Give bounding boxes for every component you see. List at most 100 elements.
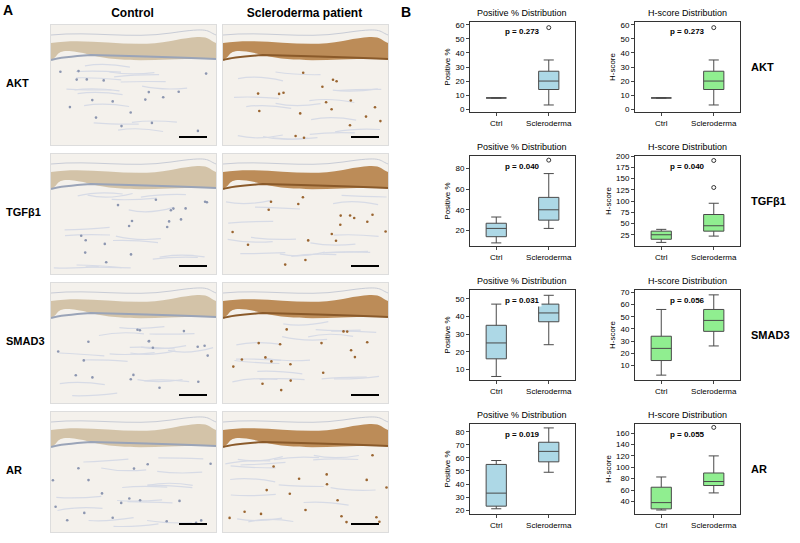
svg-text:40: 40 [620, 325, 629, 334]
svg-text:30: 30 [455, 63, 464, 72]
svg-text:H-score Distribution: H-score Distribution [648, 410, 727, 420]
svg-text:Ctrl: Ctrl [490, 387, 503, 396]
svg-text:H-score: H-score [608, 52, 617, 81]
svg-text:80: 80 [620, 474, 629, 483]
svg-text:TGFβ1: TGFβ1 [751, 195, 786, 207]
svg-text:p = 0.031: p = 0.031 [505, 296, 540, 305]
svg-text:H-score Distribution: H-score Distribution [648, 276, 727, 286]
svg-text:80: 80 [455, 428, 464, 437]
svg-text:Ctrl: Ctrl [490, 253, 503, 262]
svg-text:30: 30 [620, 337, 629, 346]
html-text:Control: Control [111, 6, 154, 20]
svg-text:100: 100 [616, 197, 630, 206]
svg-text:Scleroderma: Scleroderma [526, 119, 572, 128]
svg-text:p = 0.273: p = 0.273 [505, 27, 540, 36]
svg-text:H-score: H-score [604, 454, 613, 483]
svg-text:10: 10 [455, 91, 464, 100]
svg-text:60: 60 [455, 185, 464, 194]
svg-text:Ctrl: Ctrl [490, 521, 503, 530]
svg-text:30: 30 [620, 63, 629, 72]
svg-text:Scleroderma: Scleroderma [691, 253, 737, 262]
svg-text:Positive %: Positive % [443, 316, 452, 353]
svg-text:H-score Distribution: H-score Distribution [648, 142, 727, 152]
svg-text:40: 40 [455, 312, 464, 321]
svg-text:p = 0.040: p = 0.040 [505, 162, 540, 171]
svg-text:0: 0 [625, 105, 630, 114]
svg-text:70: 70 [620, 288, 629, 297]
svg-text:Ctrl: Ctrl [655, 119, 668, 128]
svg-text:Scleroderma: Scleroderma [526, 387, 572, 396]
svg-text:60: 60 [620, 300, 629, 309]
svg-text:40: 40 [455, 49, 464, 58]
svg-text:200: 200 [616, 152, 630, 161]
svg-text:p = 0.019: p = 0.019 [505, 430, 540, 439]
svg-text:10: 10 [620, 361, 629, 370]
svg-text:50: 50 [620, 313, 629, 322]
svg-text:120: 120 [616, 452, 630, 461]
svg-text:50: 50 [620, 35, 629, 44]
svg-text:20: 20 [455, 348, 464, 357]
svg-text:40: 40 [620, 497, 629, 506]
svg-text:SMAD3: SMAD3 [751, 329, 790, 341]
svg-text:20: 20 [455, 506, 464, 515]
svg-text:0: 0 [460, 105, 465, 114]
svg-text:Positive %: Positive % [443, 48, 452, 85]
svg-text:30: 30 [455, 493, 464, 502]
svg-text:H-score: H-score [608, 320, 617, 349]
svg-text:AR: AR [751, 463, 767, 475]
svg-text:p = 0.056: p = 0.056 [670, 296, 705, 305]
svg-text:175: 175 [616, 163, 630, 172]
svg-text:20: 20 [455, 77, 464, 86]
svg-text:H-score: H-score [604, 186, 613, 215]
svg-text:50: 50 [455, 467, 464, 476]
svg-text:50: 50 [455, 295, 464, 304]
svg-text:150: 150 [616, 174, 630, 183]
svg-text:Ctrl: Ctrl [655, 521, 668, 530]
svg-text:50: 50 [455, 35, 464, 44]
svg-text:60: 60 [620, 21, 629, 30]
svg-text:Positive % Distribution: Positive % Distribution [477, 276, 567, 286]
svg-text:60: 60 [455, 454, 464, 463]
svg-text:10: 10 [455, 365, 464, 374]
svg-text:80: 80 [455, 164, 464, 173]
svg-text:Ctrl: Ctrl [655, 253, 668, 262]
svg-text:Ctrl: Ctrl [490, 119, 503, 128]
svg-text:AKT: AKT [751, 61, 774, 73]
svg-text:60: 60 [455, 21, 464, 30]
html-text:Scleroderma patient: Scleroderma patient [246, 6, 363, 20]
svg-text:100: 100 [616, 463, 630, 472]
svg-text:Positive % Distribution: Positive % Distribution [477, 142, 567, 152]
html-text:AKT: AKT [6, 77, 29, 89]
svg-text:p = 0.040: p = 0.040 [670, 162, 705, 171]
svg-text:20: 20 [620, 349, 629, 358]
svg-text:Scleroderma: Scleroderma [691, 521, 737, 530]
svg-text:125: 125 [616, 186, 630, 195]
svg-text:B: B [401, 4, 411, 20]
svg-text:Positive % Distribution: Positive % Distribution [477, 410, 567, 420]
svg-text:Positive %: Positive % [443, 450, 452, 487]
svg-text:Positive %: Positive % [443, 182, 452, 219]
svg-text:30: 30 [455, 330, 464, 339]
svg-text:60: 60 [620, 486, 629, 495]
svg-text:Scleroderma: Scleroderma [691, 119, 737, 128]
svg-text:H-score Distribution: H-score Distribution [648, 8, 727, 18]
svg-text:70: 70 [455, 441, 464, 450]
svg-text:140: 140 [616, 440, 630, 449]
svg-text:20: 20 [455, 226, 464, 235]
svg-text:Scleroderma: Scleroderma [526, 253, 572, 262]
svg-text:160: 160 [616, 429, 630, 438]
svg-text:40: 40 [455, 206, 464, 215]
svg-text:10: 10 [620, 91, 629, 100]
svg-text:20: 20 [620, 77, 629, 86]
svg-text:Scleroderma: Scleroderma [526, 521, 572, 530]
svg-text:Positive % Distribution: Positive % Distribution [477, 8, 567, 18]
svg-text:p = 0.055: p = 0.055 [670, 430, 705, 439]
svg-text:Ctrl: Ctrl [655, 387, 668, 396]
svg-text:50: 50 [620, 219, 629, 228]
svg-text:75: 75 [620, 208, 629, 217]
svg-text:25: 25 [620, 231, 629, 240]
svg-text:Scleroderma: Scleroderma [691, 387, 737, 396]
svg-text:40: 40 [620, 49, 629, 58]
svg-text:40: 40 [455, 480, 464, 489]
svg-text:p = 0.273: p = 0.273 [670, 27, 705, 36]
